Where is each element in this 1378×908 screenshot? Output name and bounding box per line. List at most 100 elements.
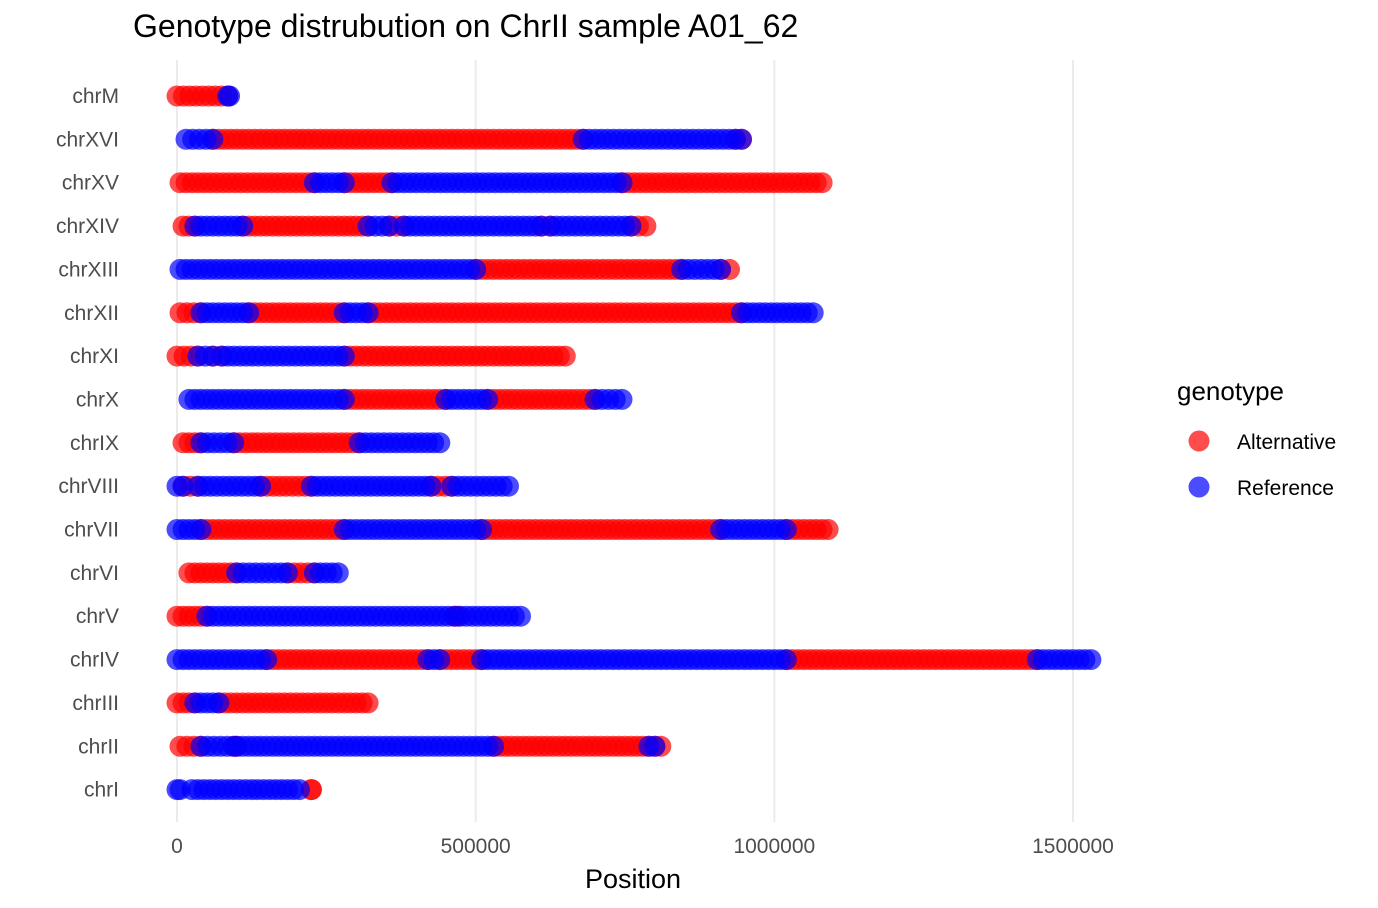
point-reference xyxy=(429,649,451,671)
point-reference xyxy=(710,258,732,280)
y-tick-label-chrVI: chrVI xyxy=(70,562,119,585)
segment-chrXV-3 xyxy=(303,172,355,194)
point-alternative xyxy=(554,345,576,367)
point-reference xyxy=(277,562,298,584)
point-reference xyxy=(471,519,493,540)
y-tick-label-chrXII: chrXII xyxy=(64,302,119,325)
x-axis-tick-labels: 0 500000 1000000 1500000 xyxy=(171,835,1114,858)
point-reference xyxy=(219,85,241,107)
segment-chrVII-26 xyxy=(333,519,493,540)
segment-chrXV-4 xyxy=(381,172,633,194)
point-reference xyxy=(775,519,797,540)
segment-chrIV-33 xyxy=(256,649,439,671)
x-tick-label: 0 xyxy=(171,835,183,858)
point-reference xyxy=(483,735,505,757)
segment-chrXII-13 xyxy=(731,302,824,324)
segment-chrXIV-8 xyxy=(539,215,642,237)
point-reference xyxy=(1080,649,1102,671)
segment-chrX-18 xyxy=(584,388,633,410)
legend: genotype Alternative Reference xyxy=(1177,376,1336,500)
segment-chrX-16 xyxy=(178,388,355,410)
point-reference xyxy=(510,605,531,627)
point-reference xyxy=(208,692,230,714)
segment-chrIII-37 xyxy=(208,692,379,714)
y-tick-label-chrIV: chrIV xyxy=(70,649,119,672)
segment-chrXII-12 xyxy=(333,302,379,324)
point-reference xyxy=(202,128,224,150)
segment-chrXI-15 xyxy=(211,345,355,367)
segment-chrVIII-22 xyxy=(187,475,272,497)
segment-chrXIV-6 xyxy=(357,215,400,237)
segment-chrX-17 xyxy=(435,388,499,410)
point-reference xyxy=(620,215,642,237)
segment-chrII-37 xyxy=(226,735,505,757)
segment-chrVIII-24 xyxy=(441,475,519,497)
legend-label-alternative: Alternative xyxy=(1237,431,1336,454)
x-axis-title: Position xyxy=(585,864,681,894)
point-reference xyxy=(289,779,310,801)
point-reference xyxy=(223,432,245,454)
segment-chrVII-27 xyxy=(710,519,797,540)
x-tick-label: 1000000 xyxy=(733,835,815,858)
point-reference xyxy=(232,215,254,237)
y-tick-label-chrXVI: chrXVI xyxy=(56,128,119,151)
point-alternative xyxy=(635,215,657,237)
point-reference xyxy=(378,215,400,237)
segment-chrM-0 xyxy=(217,85,241,107)
point-reference xyxy=(172,475,194,497)
point-reference xyxy=(190,519,212,540)
point-reference xyxy=(333,172,355,194)
point-reference xyxy=(420,475,442,497)
segment-chrXIV-5 xyxy=(184,215,254,237)
point-reference xyxy=(498,475,519,497)
segment-chrIV-33 xyxy=(471,649,797,671)
segment-chrXII-11 xyxy=(190,302,260,324)
segment-chrIV-31 xyxy=(166,649,278,671)
series-layer xyxy=(166,85,1102,801)
segment-chrVIII-21 xyxy=(166,475,194,497)
segment-chrXIII-10 xyxy=(671,258,732,280)
point-reference xyxy=(477,388,499,410)
segment-chrXVI-1 xyxy=(175,128,224,150)
segment-chrVII-26 xyxy=(190,519,355,540)
y-tick-label-chrXIV: chrXIV xyxy=(56,215,119,238)
point-reference xyxy=(775,649,797,671)
point-alternative xyxy=(811,172,833,194)
y-tick-label-chrM: chrM xyxy=(72,85,119,108)
y-tick-label-chrIX: chrIX xyxy=(70,432,119,455)
segment-chrII-38 xyxy=(638,735,666,757)
y-tick-label-chrVIII: chrVIII xyxy=(58,475,119,498)
segment-chrIV-34 xyxy=(1026,649,1102,671)
segment-chrIX-19 xyxy=(190,432,245,454)
y-tick-label-chrIII: chrIII xyxy=(72,692,119,715)
y-tick-label-chrVII: chrVII xyxy=(64,519,119,542)
y-tick-label-chrI: chrI xyxy=(84,779,119,802)
segment-chrXIV-7 xyxy=(232,215,379,237)
segment-chrV-30 xyxy=(196,605,531,627)
segment-chrXV-5 xyxy=(611,172,833,194)
y-tick-label-chrII: chrII xyxy=(78,735,119,758)
point-reference xyxy=(238,302,260,324)
point-reference xyxy=(731,128,752,150)
segment-chrIV-35 xyxy=(775,649,1048,671)
segment-chrXI-18 xyxy=(333,345,576,367)
y-tick-label-chrXI: chrXI xyxy=(70,345,119,368)
segment-chrXVI-1 xyxy=(202,128,594,150)
point-reference xyxy=(333,345,355,367)
legend-label-reference: Reference xyxy=(1237,477,1334,500)
segment-chrI-40 xyxy=(181,779,310,801)
legend-key-reference xyxy=(1188,476,1210,498)
segment-chrVIII-23 xyxy=(300,475,442,497)
series-reference xyxy=(166,85,1102,801)
segment-chrVII-25 xyxy=(166,519,212,540)
segment-chrIX-20 xyxy=(348,432,451,454)
chart-title: Genotype distrubution on ChrII sample A0… xyxy=(133,8,799,44)
point-reference xyxy=(802,302,824,324)
legend-key-alternative xyxy=(1188,430,1210,452)
legend-title: genotype xyxy=(1177,376,1284,406)
point-reference xyxy=(256,649,278,671)
segment-chrXIII-11 xyxy=(465,258,693,280)
y-tick-label-chrX: chrX xyxy=(76,388,119,411)
segment-chrVI-28 xyxy=(226,562,298,584)
